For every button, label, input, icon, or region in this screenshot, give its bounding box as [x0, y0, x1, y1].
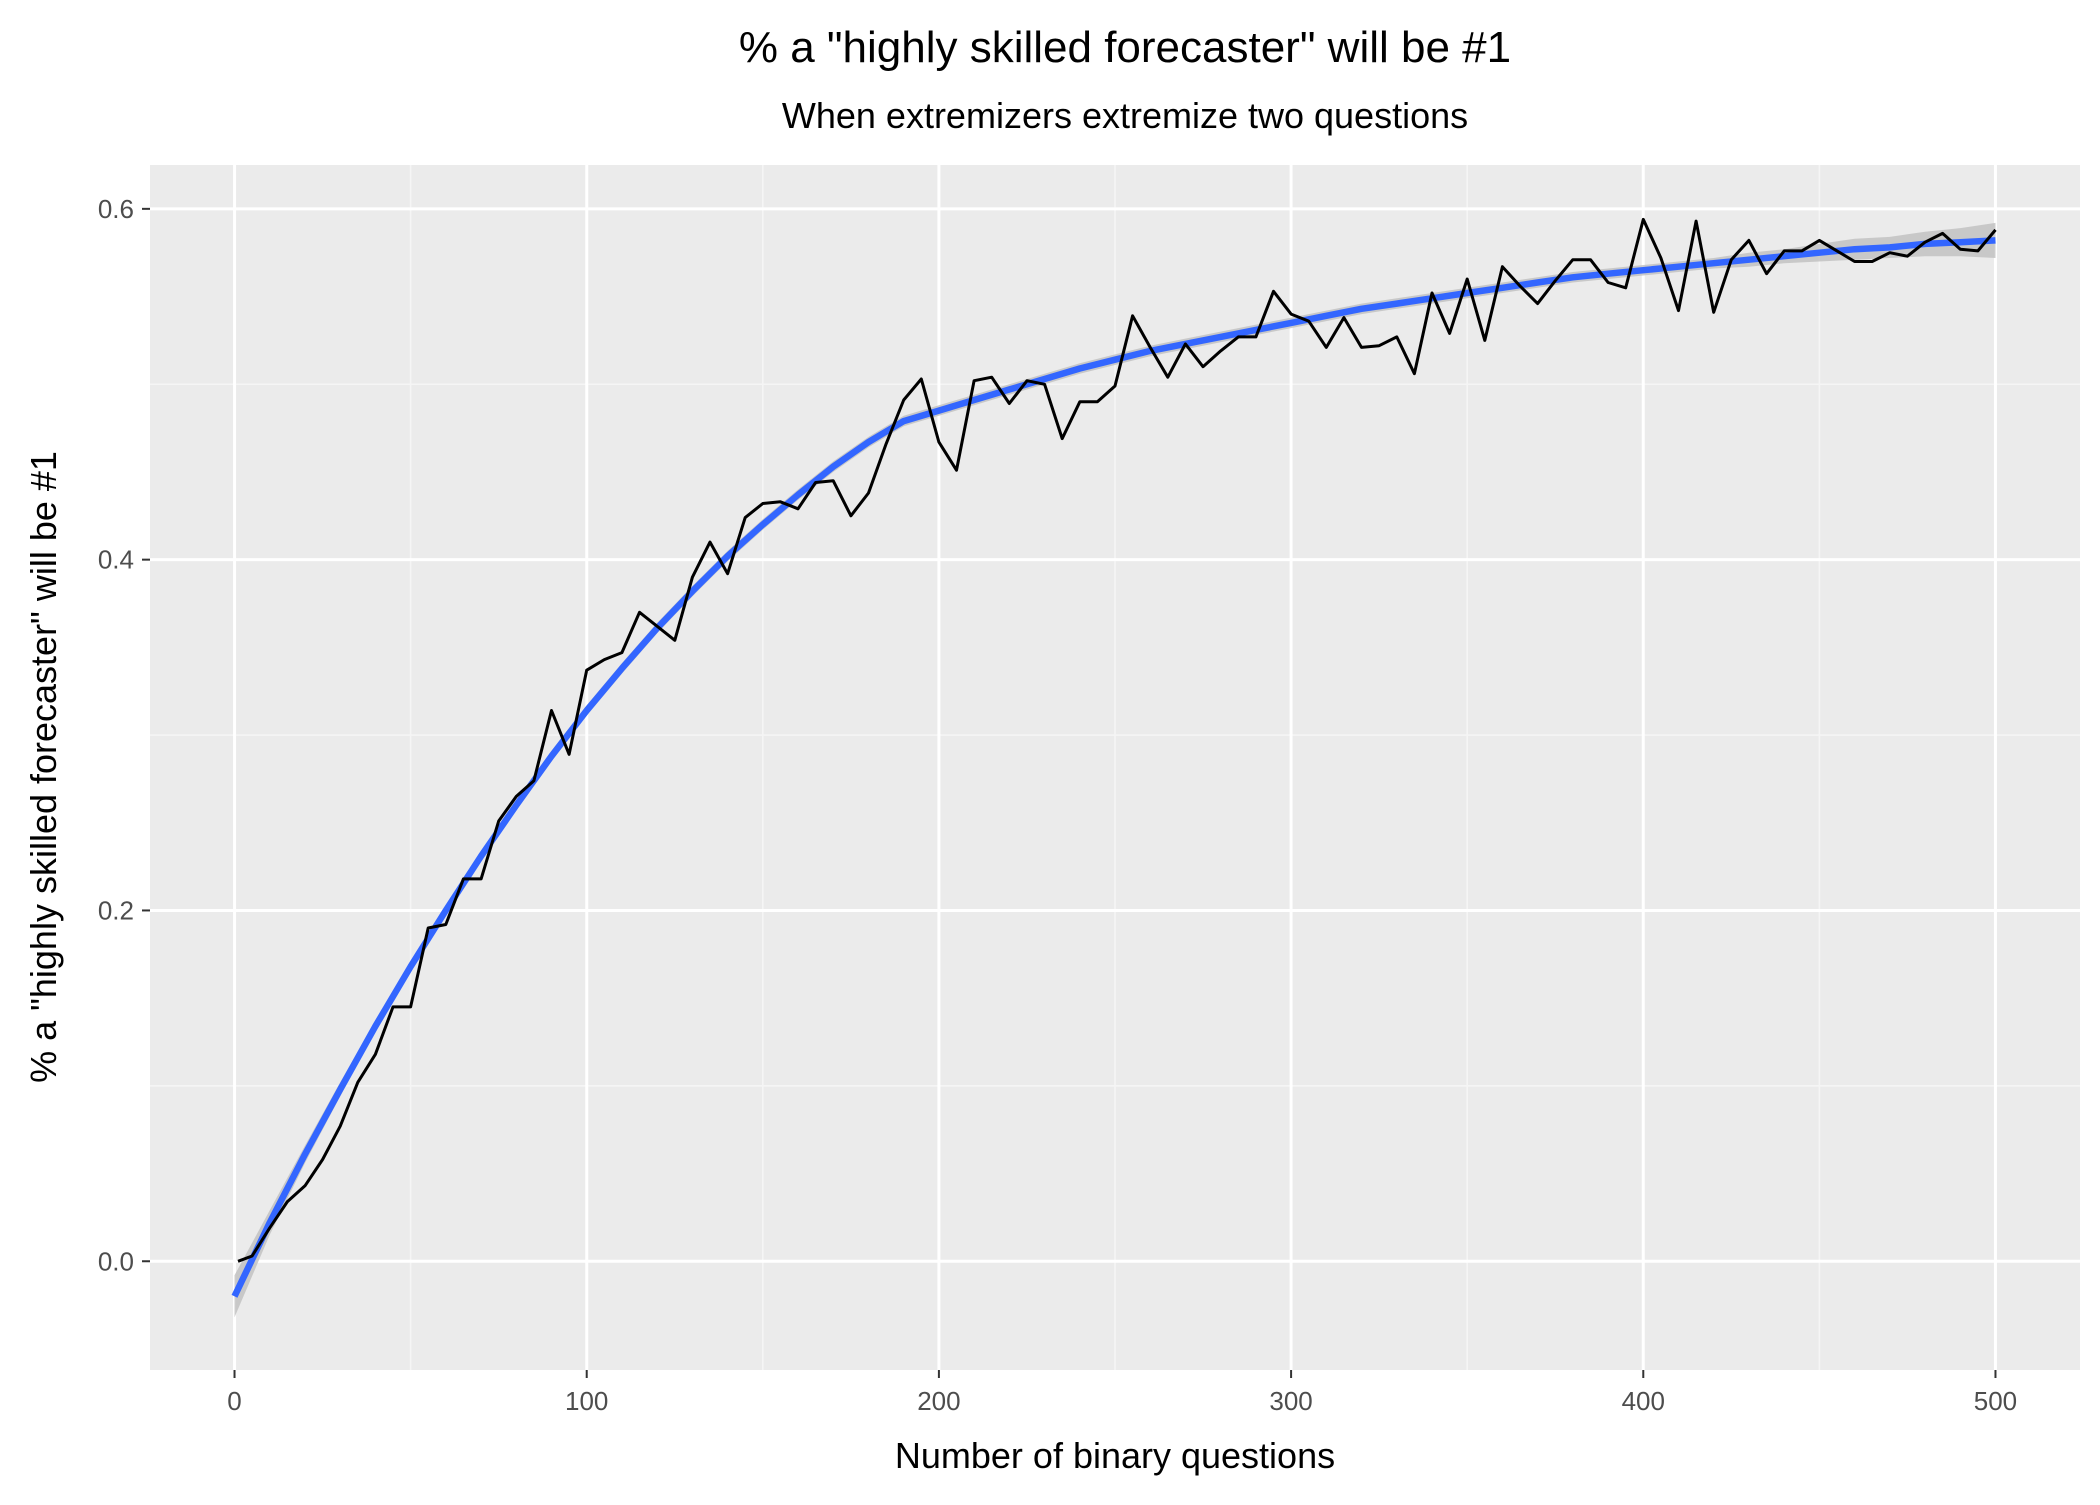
x-tick-label: 300 — [1269, 1386, 1312, 1416]
y-tick-label: 0.4 — [98, 545, 134, 575]
chart-subtitle: When extremizers extremize two questions — [782, 95, 1468, 136]
x-tick-label: 100 — [565, 1386, 608, 1416]
y-tick-label: 0.6 — [98, 194, 134, 224]
x-tick-label: 200 — [917, 1386, 960, 1416]
y-tick-label: 0.0 — [98, 1246, 134, 1276]
y-axis: 0.0 0.2 0.4 0.6 — [98, 194, 150, 1276]
observed-line — [237, 217, 1997, 1263]
x-tick-label: 500 — [1974, 1386, 2017, 1416]
x-axis-title: Number of binary questions — [895, 1435, 1335, 1476]
line-layer — [237, 217, 1997, 1263]
x-tick-label: 0 — [227, 1386, 241, 1416]
x-axis: 0 100 200 300 400 500 — [227, 1370, 2017, 1416]
x-tick-label: 400 — [1622, 1386, 1665, 1416]
y-tick-label: 0.2 — [98, 895, 134, 925]
chart-title: % a "highly skilled forecaster" will be … — [739, 23, 1511, 72]
smooth-fit-line — [231, 237, 1996, 1298]
grid-major — [150, 165, 2080, 1370]
smooth-layer — [231, 237, 1996, 1298]
y-axis-title: % a "highly skilled forecaster" will be … — [23, 451, 64, 1083]
grid-minor — [150, 165, 2080, 1370]
